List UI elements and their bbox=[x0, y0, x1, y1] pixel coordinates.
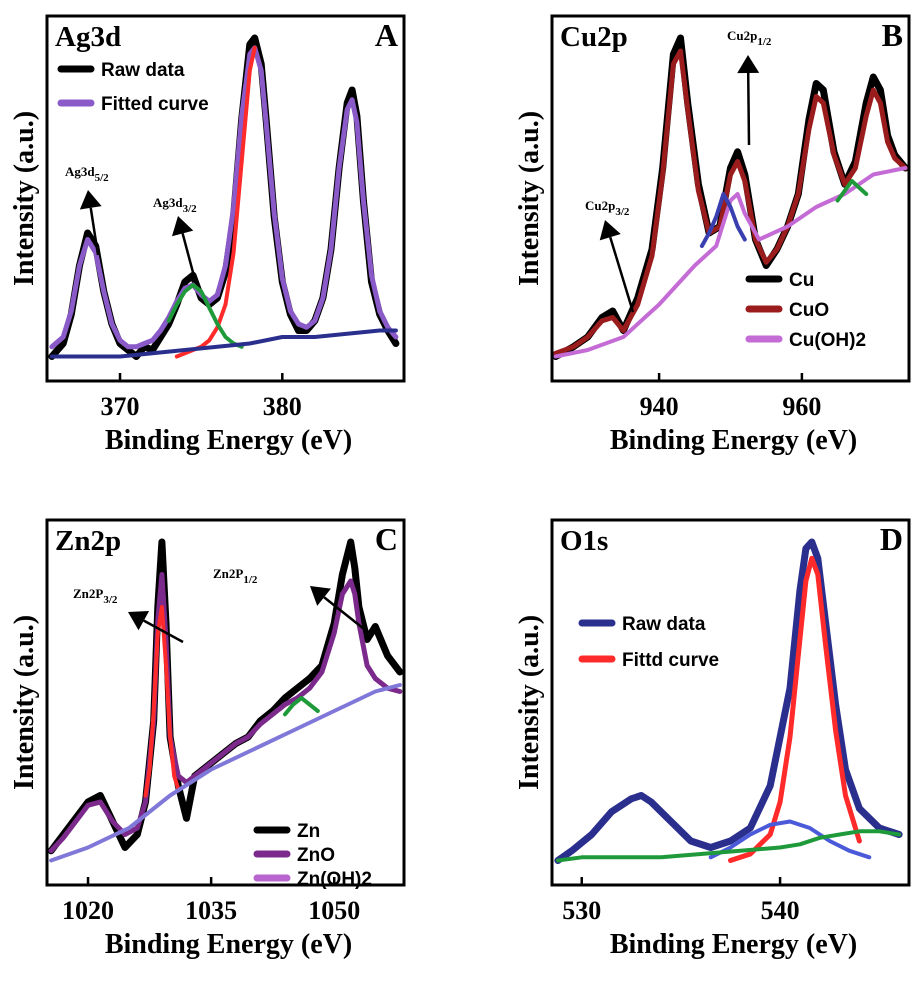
panel-tag: Cu2p bbox=[560, 21, 628, 53]
series-background-line bbox=[49, 683, 402, 863]
plot-frame bbox=[45, 518, 406, 887]
panel-tag: Ag3d bbox=[55, 21, 121, 53]
panel-tag: O1s bbox=[560, 525, 608, 557]
legend-label: Fitted curve bbox=[101, 94, 209, 115]
series-component-line bbox=[283, 696, 320, 717]
series-component-line bbox=[143, 605, 181, 798]
peak-annotation: Cu2p3/2 bbox=[585, 198, 630, 218]
panel-letter: A bbox=[375, 17, 398, 53]
y-axis-label: Intensity (a.u.) bbox=[9, 111, 40, 286]
x-tick-label: 1020 bbox=[62, 896, 114, 925]
chart-svg: 1020 1035 1050 Binding Energy (eV) Intensity… bbox=[9, 518, 406, 960]
x-axis-label: Binding Energy (eV) bbox=[105, 929, 352, 960]
series-component-line bbox=[553, 166, 908, 359]
y-axis-label: Intensity (a.u.) bbox=[9, 615, 40, 790]
panel-zn2p: 1020 1035 1050 Binding Energy (eV) Intensity… bbox=[0, 504, 409, 992]
annotation-arrow-shaft bbox=[746, 72, 751, 146]
peak-annotation: Ag3d3/2 bbox=[153, 195, 197, 215]
x-tick-label: 370 bbox=[101, 392, 140, 421]
x-tick-label: 530 bbox=[562, 896, 601, 925]
x-tick-label: 940 bbox=[640, 392, 679, 421]
panel-cu2p: 940 960 Binding Energy (eV) Intensity (a.u.… bbox=[505, 0, 914, 488]
panel-letter: D bbox=[880, 521, 903, 557]
panel-o1s: 530 540 Binding Energy (eV) Intensity (a.u.… bbox=[505, 504, 914, 992]
chart-svg: 530 540 Binding Energy (eV) Intensity (a.u.… bbox=[514, 518, 911, 960]
x-tick-label: 540 bbox=[761, 896, 800, 925]
peak-annotation: Ag3d5/2 bbox=[65, 164, 109, 184]
peak-annotation: Cu2p1/2 bbox=[727, 28, 772, 48]
series-component-line bbox=[699, 192, 747, 248]
annotation-arrow-shaft bbox=[181, 233, 197, 281]
annotation-arrow-shaft bbox=[143, 619, 184, 644]
annotation-arrow-head bbox=[737, 55, 760, 74]
legend-label: Zn bbox=[297, 821, 320, 842]
x-tick-label: 380 bbox=[263, 392, 302, 421]
panel-tag: Zn2p bbox=[55, 525, 121, 557]
legend-label: Raw data bbox=[101, 60, 185, 81]
annotation-arrow-head bbox=[599, 220, 621, 241]
x-axis-label: Binding Energy (eV) bbox=[610, 425, 857, 456]
panel-letter: C bbox=[375, 521, 398, 557]
y-axis-label: Intensity (a.u.) bbox=[514, 615, 545, 790]
annotation-arrow-head bbox=[171, 216, 194, 237]
annotation-arrow-head bbox=[310, 586, 331, 606]
annotation-arrow-head bbox=[128, 610, 150, 631]
y-axis-label: Intensity (a.u.) bbox=[514, 111, 545, 286]
plot-frame bbox=[45, 14, 406, 383]
x-tick-label: 1050 bbox=[308, 896, 360, 925]
series-fit-line bbox=[553, 48, 908, 356]
series-component-line bbox=[835, 179, 869, 203]
series-raw-line bbox=[554, 538, 903, 864]
series-background-line bbox=[49, 328, 398, 359]
legend-label: Raw data bbox=[622, 614, 706, 635]
legend-label: CuO bbox=[789, 300, 829, 321]
series-component-line bbox=[708, 819, 872, 860]
annotation-arrow-shaft bbox=[89, 207, 100, 256]
x-axis-label: Binding Energy (eV) bbox=[105, 425, 352, 456]
peak-annotation: Zn2P3/2 bbox=[73, 586, 118, 606]
plot-frame bbox=[550, 518, 911, 887]
peak-annotation: Zn2P1/2 bbox=[213, 566, 258, 586]
series-fit-line bbox=[48, 572, 403, 854]
legend-label: Cu(OH)2 bbox=[789, 330, 866, 351]
annotation-arrow-shaft bbox=[609, 236, 635, 313]
annotation-arrow-shaft bbox=[323, 596, 365, 630]
legend-label: Zn(OH)2 bbox=[297, 869, 372, 890]
series-background-line bbox=[555, 829, 902, 863]
series-component-line bbox=[166, 283, 244, 349]
chart-svg: 370 380 Binding Energy (eV) Intensity (a.u.… bbox=[9, 14, 406, 456]
plot-frame bbox=[550, 14, 911, 383]
series-fit-line bbox=[728, 555, 862, 863]
panel-ag3d: 370 380 Binding Energy (eV) Intensity (a.u.… bbox=[0, 0, 409, 488]
legend-label: Fittd curve bbox=[622, 650, 719, 671]
panel-letter: B bbox=[882, 17, 903, 53]
x-axis-label: Binding Energy (eV) bbox=[610, 929, 857, 960]
legend-label: ZnO bbox=[297, 845, 335, 866]
x-tick-label: 960 bbox=[782, 392, 821, 421]
legend-label: Cu bbox=[789, 270, 814, 291]
x-tick-label: 1035 bbox=[185, 896, 237, 925]
annotation-arrow-head bbox=[79, 190, 102, 210]
chart-svg: 940 960 Binding Energy (eV) Intensity (a.u.… bbox=[514, 14, 911, 456]
series-fit-line bbox=[49, 45, 399, 350]
